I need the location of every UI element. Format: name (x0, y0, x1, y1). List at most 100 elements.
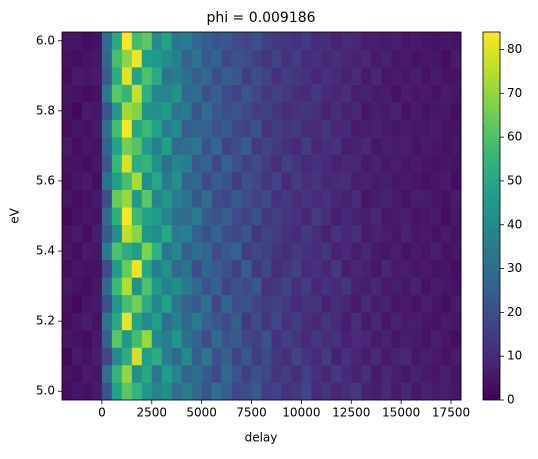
heat-cell (121, 259, 133, 278)
heat-cell (361, 259, 372, 278)
heat-cell (131, 154, 143, 173)
heat-cell (361, 119, 372, 138)
heat-cell (131, 102, 143, 120)
heat-cell (321, 102, 332, 120)
heat-cell (81, 172, 93, 191)
heat-cell (121, 347, 133, 366)
colorbar-tick-label: 0 (507, 393, 515, 407)
heat-cell (181, 102, 192, 120)
heat-cell (331, 207, 342, 226)
heat-cell (351, 259, 362, 278)
heat-cell (371, 119, 382, 138)
heat-cell (301, 189, 312, 208)
heat-cell (271, 49, 282, 68)
heat-cell (381, 137, 392, 155)
heat-cell (291, 172, 302, 191)
heat-cell (451, 49, 462, 68)
heat-cell (381, 172, 392, 191)
heat-cell (371, 364, 382, 383)
heat-cell (311, 329, 322, 348)
heat-cell (221, 172, 232, 191)
heat-cell (311, 382, 322, 401)
heat-cell (251, 102, 262, 120)
heat-cell (91, 84, 103, 103)
heat-cell (321, 312, 332, 331)
heat-cell (431, 119, 442, 138)
heat-cell (62, 224, 73, 243)
heat-cell (391, 119, 402, 138)
heat-cell (371, 312, 382, 331)
heat-cell (451, 207, 462, 226)
heat-cell (311, 224, 322, 243)
heat-cell (121, 189, 133, 208)
heat-cell (221, 224, 232, 243)
heat-cell (361, 347, 372, 366)
heat-cell (341, 67, 352, 85)
heat-cell (151, 189, 163, 208)
heat-cell (271, 67, 282, 85)
heat-cell (151, 347, 163, 366)
heat-cell (71, 102, 83, 120)
heat-cell (291, 137, 302, 155)
heat-cell (431, 312, 442, 331)
heat-cell (301, 84, 312, 103)
heat-cell (291, 364, 302, 383)
heat-cell (131, 364, 143, 383)
heat-cell (371, 154, 382, 173)
heat-cell (451, 294, 462, 313)
heat-cell (151, 312, 163, 331)
heat-cell (62, 329, 73, 348)
heat-cell (251, 224, 262, 243)
heat-cell (62, 242, 73, 261)
heat-cell (301, 329, 312, 348)
heat-cell (131, 119, 143, 138)
heat-cell (101, 207, 113, 226)
heat-cell (301, 49, 312, 68)
heat-cell (171, 312, 182, 331)
heat-cell (301, 154, 312, 173)
y-tick-label: 5.6 (36, 173, 55, 187)
heat-cell (151, 329, 163, 348)
heat-cell (281, 277, 292, 296)
heat-cell (331, 172, 342, 191)
heat-cell (281, 137, 292, 155)
heat-cell (111, 259, 123, 278)
heat-cell (441, 224, 452, 243)
heatmap (62, 32, 462, 401)
heat-cell (62, 259, 73, 278)
heat-cell (131, 207, 143, 226)
heat-cell (311, 207, 322, 226)
heat-cell (371, 242, 382, 261)
heat-cell (81, 312, 93, 331)
heat-cell (191, 154, 202, 173)
heat-cell (301, 242, 312, 261)
heat-cell (381, 347, 392, 366)
heat-cell (231, 259, 242, 278)
heat-cell (251, 67, 262, 85)
heat-cell (361, 242, 372, 261)
heat-cell (441, 364, 452, 383)
heat-cell (271, 347, 282, 366)
heat-cell (371, 224, 382, 243)
heat-cell (141, 32, 153, 50)
heat-cell (101, 119, 113, 138)
heat-cell (71, 294, 83, 313)
heat-cell (341, 277, 352, 296)
heat-cell (441, 312, 452, 331)
heat-cell (351, 242, 362, 261)
heat-cell (221, 329, 232, 348)
heat-cell (291, 382, 302, 401)
heat-cell (191, 207, 202, 226)
heat-cell (291, 347, 302, 366)
heat-cell (401, 67, 412, 85)
heat-cell (221, 154, 232, 173)
heat-cell (121, 102, 133, 120)
heat-cell (391, 207, 402, 226)
x-tick-label: 7500 (236, 406, 267, 420)
heat-cell (241, 277, 252, 296)
heat-cell (221, 32, 232, 50)
heat-cell (291, 312, 302, 331)
heat-cell (321, 224, 332, 243)
heat-cell (291, 84, 302, 103)
heat-cell (121, 382, 133, 401)
